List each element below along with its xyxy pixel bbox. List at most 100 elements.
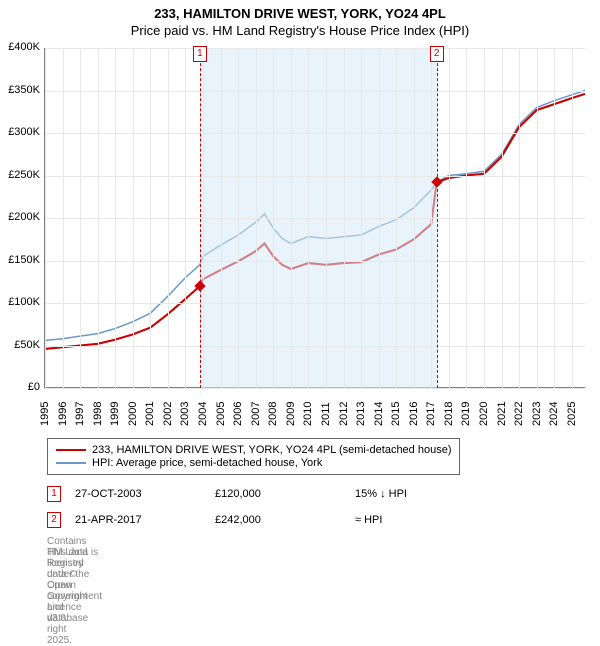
x-axis-label: 2019 — [460, 398, 472, 426]
x-axis-label: 1995 — [39, 398, 51, 426]
chart-title: 233, HAMILTON DRIVE WEST, YORK, YO24 4PL — [0, 6, 600, 21]
x-axis-label: 2002 — [162, 398, 174, 426]
gridline-v — [431, 48, 432, 388]
event-line — [200, 48, 201, 388]
chart-subtitle: Price paid vs. HM Land Registry's House … — [0, 23, 600, 38]
y-axis-label: £50K — [0, 339, 40, 351]
x-axis-label: 2006 — [232, 398, 244, 426]
y-axis-label: £400K — [0, 41, 40, 53]
x-axis-label: 2013 — [355, 398, 367, 426]
x-axis-label: 1996 — [57, 398, 69, 426]
x-axis-label: 2008 — [267, 398, 279, 426]
gridline-h — [45, 388, 585, 389]
x-axis-label: 1997 — [74, 398, 86, 426]
gridline-v — [80, 48, 81, 388]
gridline-h — [45, 176, 585, 177]
gridline-h — [45, 261, 585, 262]
event-price: £120,000 — [215, 488, 355, 500]
gridline-v — [344, 48, 345, 388]
event-row: 221-APR-2017£242,000≈ HPI — [47, 512, 382, 528]
chart-container: 233, HAMILTON DRIVE WEST, YORK, YO24 4PL… — [0, 0, 600, 560]
gridline-v — [572, 48, 573, 388]
gridline-h — [45, 218, 585, 219]
gridline-h — [45, 91, 585, 92]
event-delta: ≈ HPI — [355, 514, 382, 526]
y-axis-label: £0 — [0, 381, 40, 393]
gridline-v — [63, 48, 64, 388]
legend-box: 233, HAMILTON DRIVE WEST, YORK, YO24 4PL… — [47, 438, 460, 475]
y-axis-label: £200K — [0, 211, 40, 223]
x-axis-label: 2016 — [408, 398, 420, 426]
event-tag: 2 — [430, 46, 444, 62]
x-axis-label: 2021 — [496, 398, 508, 426]
gridline-h — [45, 346, 585, 347]
x-axis-label: 2011 — [320, 398, 332, 426]
x-axis-label: 1999 — [109, 398, 121, 426]
x-axis-label: 2003 — [179, 398, 191, 426]
legend-label: 233, HAMILTON DRIVE WEST, YORK, YO24 4PL… — [92, 444, 451, 456]
gridline-v — [133, 48, 134, 388]
legend-swatch — [56, 462, 86, 464]
gridline-v — [326, 48, 327, 388]
gridline-v — [273, 48, 274, 388]
x-axis-label: 2012 — [338, 398, 350, 426]
x-axis-label: 2020 — [478, 398, 490, 426]
gridline-h — [45, 303, 585, 304]
x-axis-label: 2010 — [302, 398, 314, 426]
plot-area: £0£50K£100K£150K£200K£250K£300K£350K£400… — [45, 48, 585, 388]
event-row-tag: 2 — [47, 512, 61, 528]
gridline-v — [45, 48, 46, 388]
y-axis-label: £350K — [0, 84, 40, 96]
gridline-v — [379, 48, 380, 388]
x-axis-label: 2014 — [373, 398, 385, 426]
legend-item: HPI: Average price, semi-detached house,… — [56, 457, 451, 469]
event-price: £242,000 — [215, 514, 355, 526]
x-axis-label: 2015 — [390, 398, 402, 426]
gridline-v — [554, 48, 555, 388]
x-axis-label: 2004 — [197, 398, 209, 426]
y-axis-label: £250K — [0, 169, 40, 181]
x-axis-label: 2001 — [144, 398, 156, 426]
gridline-h — [45, 133, 585, 134]
gridline-v — [466, 48, 467, 388]
x-axis-label: 2025 — [566, 398, 578, 426]
gridline-v — [361, 48, 362, 388]
gridline-v — [519, 48, 520, 388]
gridline-h — [45, 48, 585, 49]
x-axis-label: 2009 — [285, 398, 297, 426]
x-axis-label: 2022 — [513, 398, 525, 426]
event-row-tag: 1 — [47, 486, 61, 502]
event-delta: 15% ↓ HPI — [355, 488, 407, 500]
legend-item: 233, HAMILTON DRIVE WEST, YORK, YO24 4PL… — [56, 444, 451, 456]
event-line — [437, 48, 438, 388]
gridline-v — [150, 48, 151, 388]
gridline-v — [414, 48, 415, 388]
gridline-v — [449, 48, 450, 388]
gridline-v — [168, 48, 169, 388]
x-axis-label: 2017 — [425, 398, 437, 426]
gridline-v — [203, 48, 204, 388]
credit-line-2: This data is licensed under the Open Gov… — [47, 547, 102, 624]
gridline-v — [115, 48, 116, 388]
y-axis-label: £150K — [0, 254, 40, 266]
x-axis-label: 2023 — [531, 398, 543, 426]
x-axis-label: 1998 — [92, 398, 104, 426]
y-axis-label: £300K — [0, 126, 40, 138]
gridline-v — [185, 48, 186, 388]
gridline-v — [256, 48, 257, 388]
gridline-v — [98, 48, 99, 388]
gridline-v — [238, 48, 239, 388]
event-date: 27-OCT-2003 — [75, 488, 215, 500]
x-axis-label: 2018 — [443, 398, 455, 426]
gridline-v — [291, 48, 292, 388]
gridline-v — [308, 48, 309, 388]
gridline-v — [221, 48, 222, 388]
x-axis-label: 2000 — [127, 398, 139, 426]
gridline-v — [502, 48, 503, 388]
x-axis-label: 2005 — [215, 398, 227, 426]
title-block: 233, HAMILTON DRIVE WEST, YORK, YO24 4PL… — [0, 0, 600, 38]
legend-label: HPI: Average price, semi-detached house,… — [92, 457, 322, 469]
gridline-v — [537, 48, 538, 388]
gridline-v — [396, 48, 397, 388]
event-tag: 1 — [193, 46, 207, 62]
